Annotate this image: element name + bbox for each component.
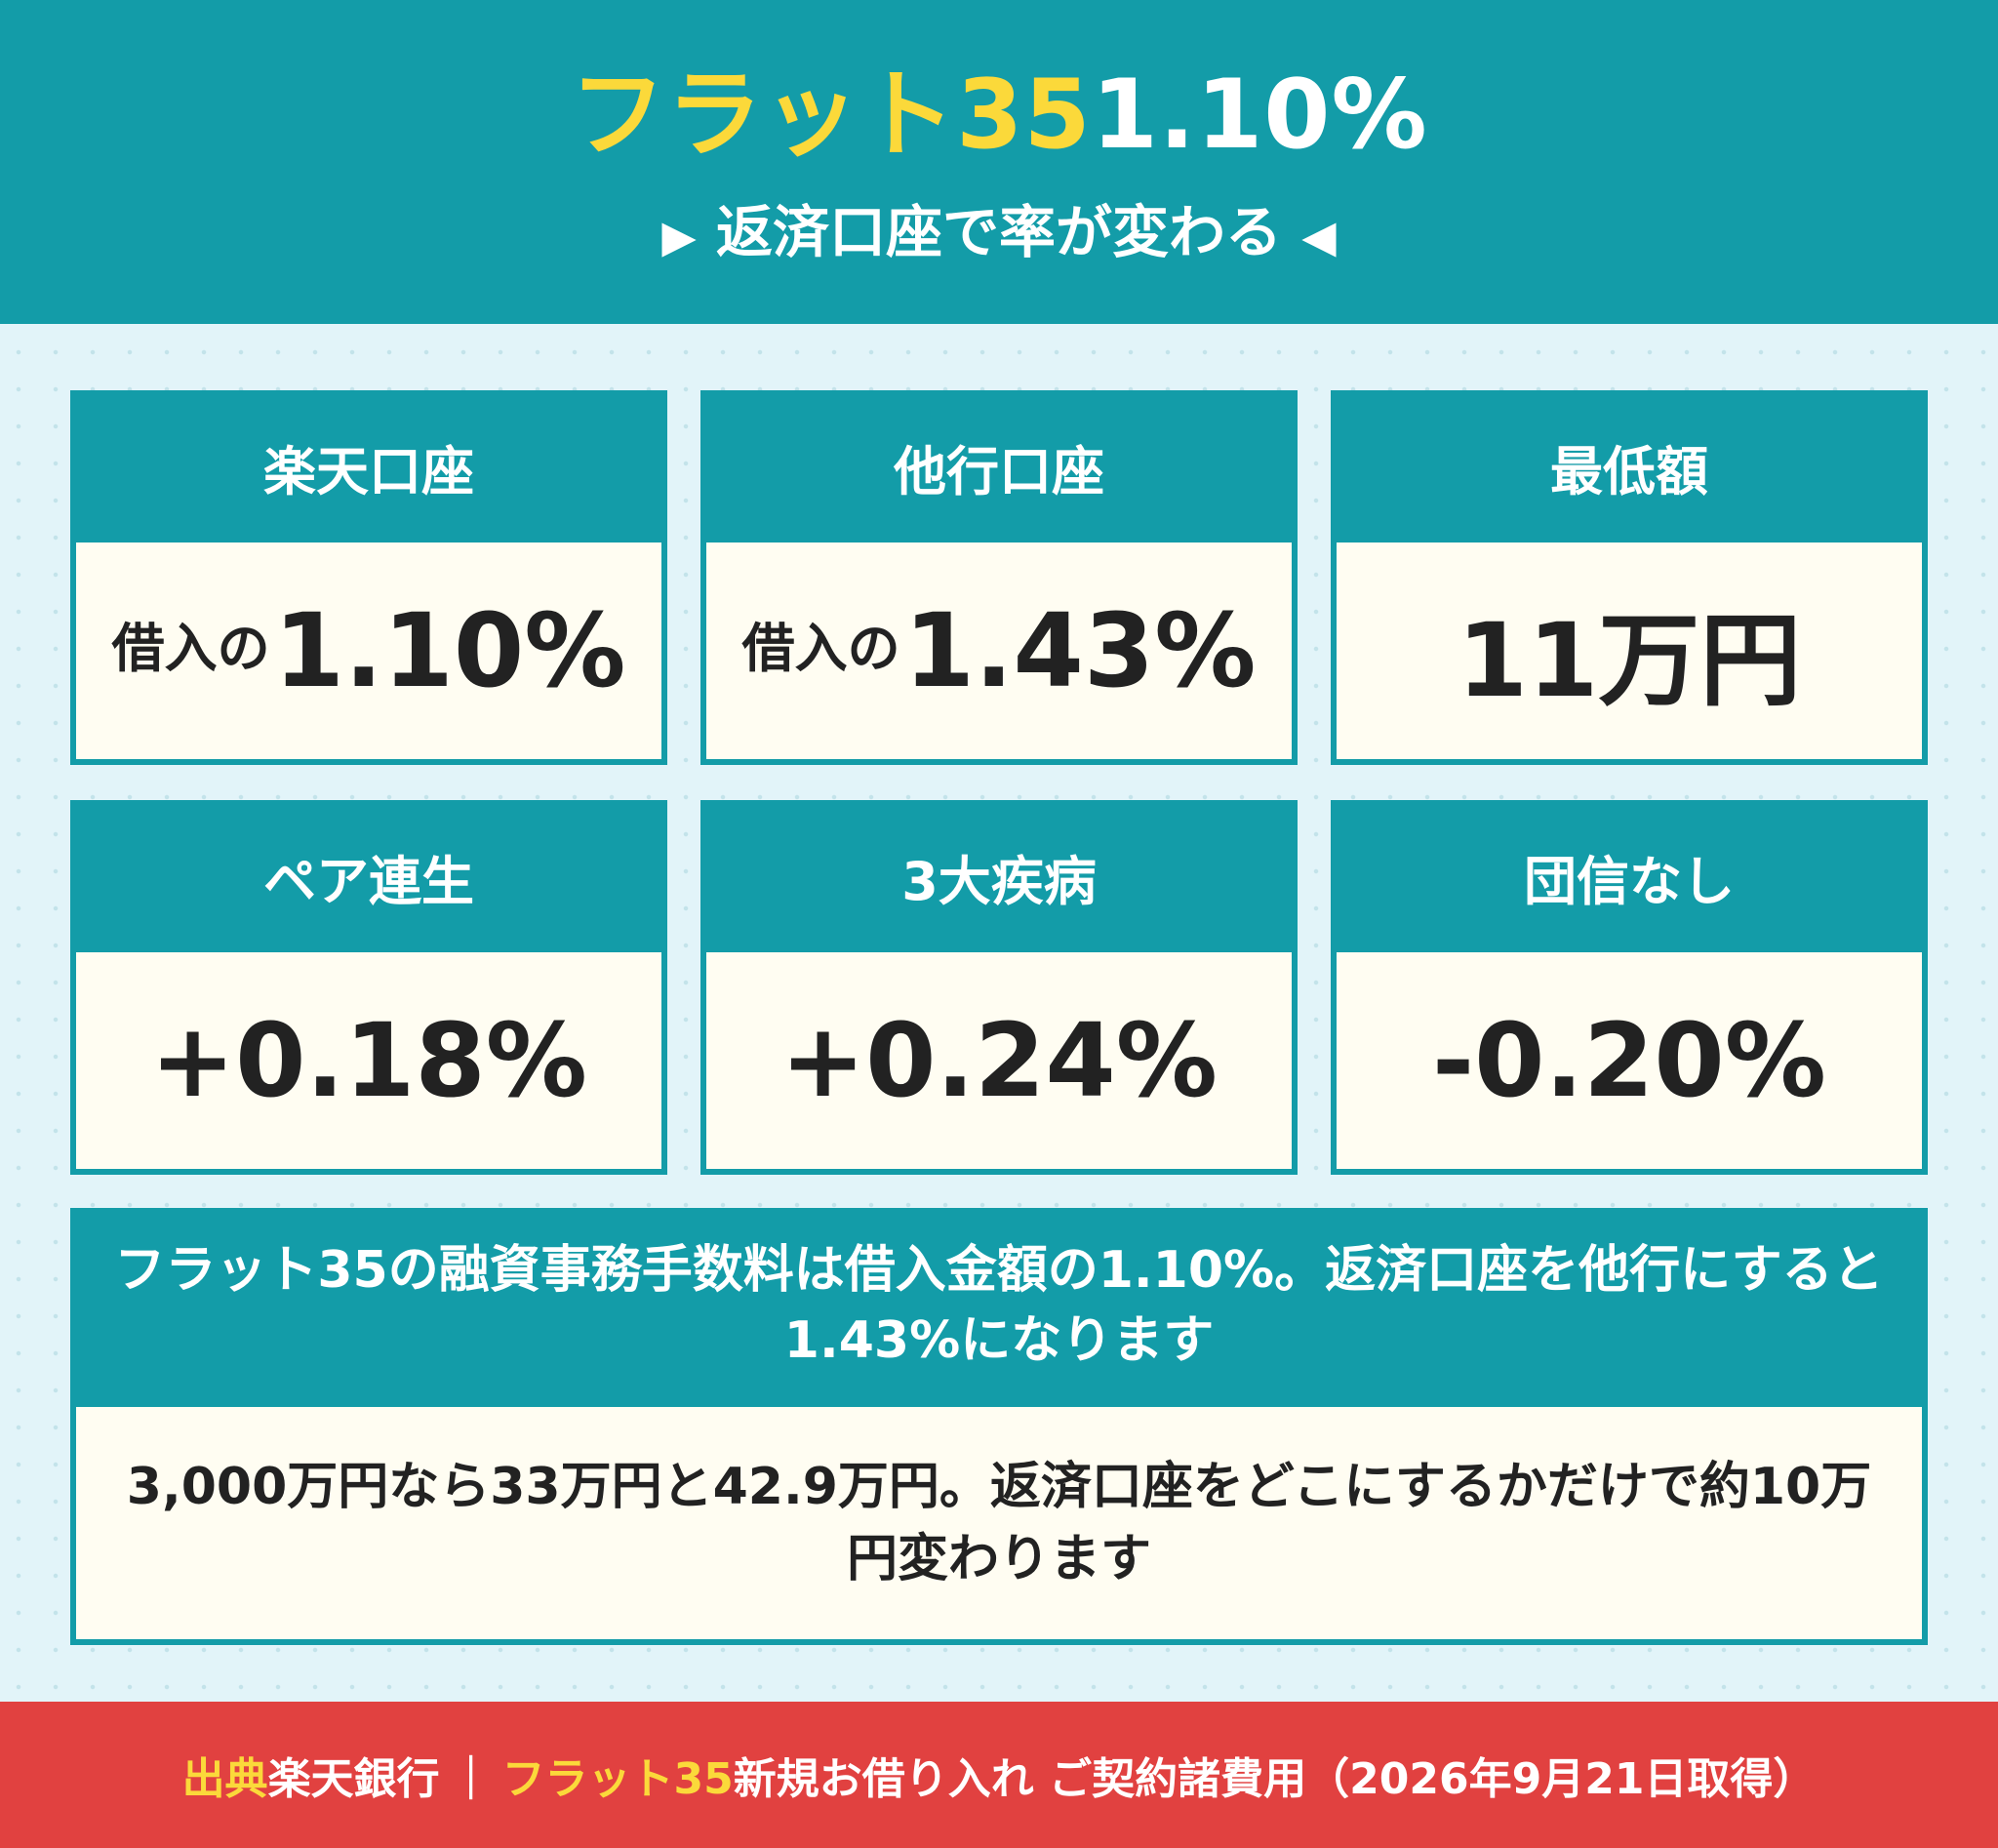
card-value: +0.24% — [780, 1001, 1218, 1120]
card-no-group-insurance: 団信なし -0.20% — [1331, 800, 1928, 1175]
card-prefix: 借入の — [111, 617, 270, 679]
note-heading: フラット35の融資事務手数料は借入金額の1.10%。返済口座を他行にすると1.4… — [114, 1241, 1884, 1370]
card-value: 1.43% — [903, 591, 1257, 710]
card-value: -0.20% — [1432, 1001, 1826, 1120]
card-label: 最低額 — [1550, 441, 1708, 502]
card-value: 11万円 — [1457, 600, 1802, 720]
source-label: 出典 — [181, 1754, 268, 1804]
card-label: 楽天口座 — [263, 441, 474, 502]
page-title: フラット351.10% — [0, 57, 1998, 174]
title-rate: 1.10% — [1091, 60, 1428, 171]
header-banner: フラット351.10% ▶ 返済口座で率が変わる ◀ — [0, 0, 1998, 324]
note-body: 3,000万円なら33万円と42.9万円。返済口座をどこにするかだけで約10万円… — [126, 1458, 1872, 1588]
card-value-box: 借入の 1.43% — [706, 542, 1292, 759]
card-label: 3大疾病 — [901, 851, 1097, 912]
card-value-box: -0.20% — [1337, 952, 1922, 1169]
card-rakuten-account: 楽天口座 借入の 1.10% — [70, 390, 667, 765]
subtitle-text: 返済口座で率が変わる — [715, 199, 1282, 265]
triangle-left-icon: ◀ — [1301, 210, 1337, 262]
card-prefix: 借入の — [741, 617, 900, 679]
card-value: 1.10% — [273, 591, 626, 710]
card-other-bank-account: 他行口座 借入の 1.43% — [700, 390, 1298, 765]
card-label: 他行口座 — [894, 441, 1104, 502]
source-retrieved-date: （2026年9月21日取得） — [1306, 1754, 1817, 1804]
source-name: 楽天銀行 — [267, 1754, 440, 1804]
source-page-title: 新規お借り入れ ご契約諸費用 — [733, 1754, 1307, 1804]
card-pair-joint: ペア連生 +0.18% — [70, 800, 667, 1175]
note-body-box: 3,000万円なら33万円と42.9万円。返済口座をどこにするかだけで約10万円… — [76, 1407, 1922, 1639]
card-three-major-diseases: 3大疾病 +0.24% — [700, 800, 1298, 1175]
card-minimum-fee: 最低額 11万円 — [1331, 390, 1928, 765]
source-footer: 出典 楽天銀行｜フラット35 新規お借り入れ ご契約諸費用 （2026年9月21日取得… — [0, 1702, 1998, 1848]
source-separator: ｜ — [449, 1754, 493, 1804]
card-label: 団信なし — [1524, 851, 1735, 912]
card-label: ペア連生 — [263, 851, 474, 912]
fee-note: フラット35の融資事務手数料は借入金額の1.10%。返済口座を他行にすると1.4… — [70, 1208, 1928, 1645]
title-product: フラット35 — [570, 60, 1092, 171]
card-value-box: 借入の 1.10% — [76, 542, 661, 759]
card-value: +0.18% — [150, 1001, 587, 1120]
card-value-box: +0.18% — [76, 952, 661, 1169]
page-subtitle: ▶ 返済口座で率が変わる ◀ — [0, 195, 1998, 273]
source-product: フラット35 — [501, 1754, 734, 1804]
triangle-right-icon: ▶ — [661, 210, 697, 262]
card-value-box: 11万円 — [1337, 542, 1922, 759]
card-value-box: +0.24% — [706, 952, 1292, 1169]
